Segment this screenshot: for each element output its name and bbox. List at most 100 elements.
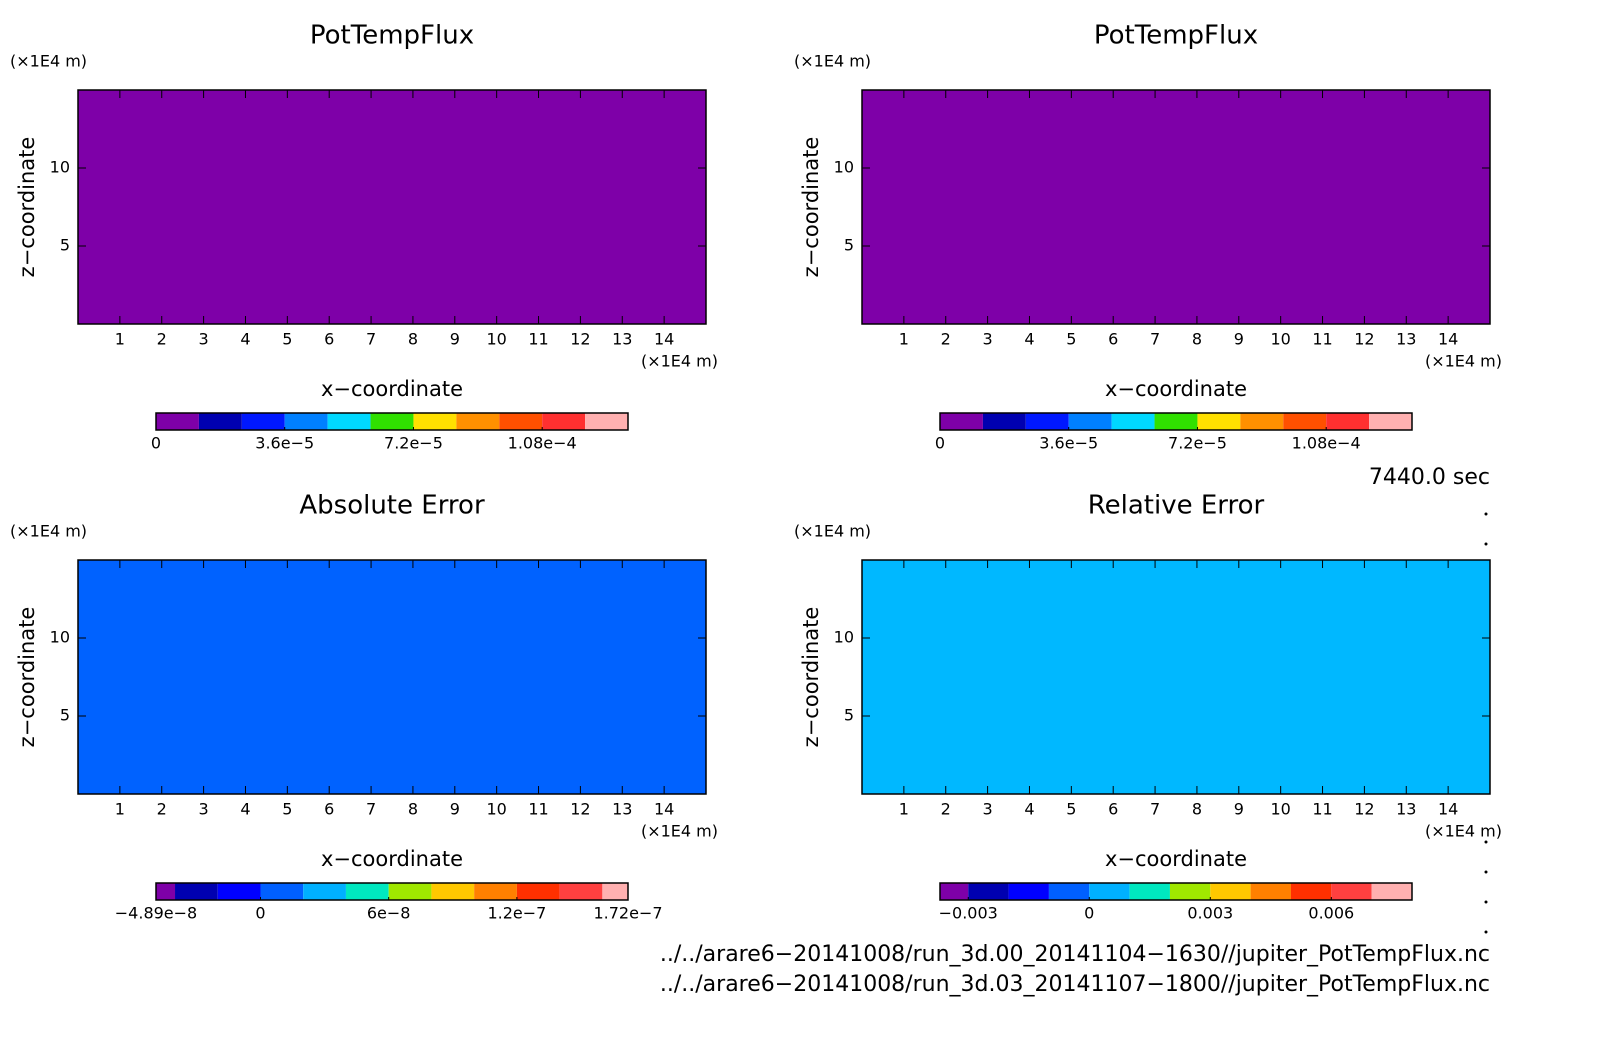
x-tick-label: 3	[983, 330, 993, 349]
colorbar-frame	[939, 412, 1413, 431]
colorbar-swatch	[370, 413, 414, 430]
x-tick-label: 12	[570, 330, 590, 349]
y-tick-label: 10	[50, 158, 70, 177]
colorbar-swatch	[241, 413, 285, 430]
y-unit: (×1E4 m)	[794, 52, 871, 71]
colorbar-swatch	[1008, 883, 1049, 900]
colorbar-tick-label: 1.2e−7	[487, 904, 546, 923]
y-tick-label: 10	[834, 158, 854, 177]
x-axis-label: x−coordinate	[1105, 377, 1247, 401]
x-tick-label: 9	[450, 800, 460, 819]
x-tick-label: 14	[1438, 800, 1458, 819]
x-tick-label: 4	[240, 330, 250, 349]
colorbar-frame	[155, 412, 629, 431]
x-tick-label: 9	[1234, 800, 1244, 819]
y-unit: (×1E4 m)	[794, 522, 871, 541]
x-tick-label: 8	[1192, 800, 1202, 819]
colorbar-swatch	[499, 413, 543, 430]
field	[78, 90, 706, 324]
colorbar-swatch	[1048, 883, 1090, 900]
x-tick-label: 2	[941, 330, 951, 349]
panel-title: PotTempFlux	[310, 21, 474, 51]
x-tick-label: 3	[983, 800, 993, 819]
x-tick-label: 2	[941, 800, 951, 819]
colorbar-swatch	[198, 413, 242, 430]
x-tick-label: 1	[899, 800, 909, 819]
y-axis-label: z−coordinate	[799, 137, 823, 278]
plot-frame	[861, 559, 1491, 795]
x-tick-label: 1	[115, 330, 125, 349]
y-tick-label: 10	[50, 628, 70, 647]
dots	[1484, 512, 1488, 934]
colorbar-swatch	[1283, 413, 1327, 430]
x-tick-label: 14	[654, 330, 674, 349]
panel: PotTempFlux(×1E4 m)1 2 3 4 5 6 7 8 9 10 11 12 13 1451…	[10, 21, 718, 453]
x-tick-label: 6	[1108, 800, 1118, 819]
colorbar-swatch	[1326, 413, 1370, 430]
x-tick-label: 10	[486, 330, 506, 349]
plot-frame	[77, 559, 707, 795]
colorbar-swatch	[968, 883, 1009, 900]
x-tick-label: 1	[899, 330, 909, 349]
colorbar-swatch	[431, 883, 475, 900]
x-tick-label: 10	[486, 800, 506, 819]
file-path: ../../arare6−20141008/run_3d.03_20141107…	[660, 972, 1490, 997]
x-tick-label: 5	[1066, 330, 1076, 349]
time-label: 7440.0 sec	[1369, 465, 1490, 490]
x-tick-label: 8	[408, 800, 418, 819]
x-unit: (×1E4 m)	[641, 822, 718, 841]
x-axis-label: x−coordinate	[1105, 847, 1247, 871]
colorbar-swatch	[940, 883, 969, 900]
colorbar-swatch	[1369, 413, 1412, 430]
field	[862, 560, 1490, 794]
colorbar-tick-label: 7.2e−5	[1168, 434, 1227, 453]
colorbar-swatch	[1250, 883, 1291, 900]
colorbar-swatch	[1331, 883, 1372, 900]
x-tick-label: 14	[654, 800, 674, 819]
x-tick-label: 7	[366, 330, 376, 349]
x-tick-label: 7	[1150, 330, 1160, 349]
colorbar-tick-label: 1.72e−7	[593, 904, 662, 923]
y-tick-label: 10	[834, 628, 854, 647]
colorbar-swatch	[474, 883, 517, 900]
colorbar-tick-label: 0	[255, 904, 265, 923]
x-axis-label: x−coordinate	[321, 847, 463, 871]
colorbar-swatch	[516, 883, 560, 900]
colorbar-swatch	[413, 413, 457, 430]
x-tick-label: 4	[1024, 800, 1034, 819]
x-tick-label: 3	[199, 330, 209, 349]
x-tick-label: 7	[1150, 800, 1160, 819]
colorbar-swatch	[175, 883, 218, 900]
colorbar-swatch	[1025, 413, 1069, 430]
colorbar-swatch	[585, 413, 628, 430]
colorbar-tick-label: −4.89e−8	[115, 904, 197, 923]
colorbar-swatch	[156, 883, 176, 900]
x-tick-label: 9	[1234, 330, 1244, 349]
colorbar-tick-label: 7.2e−5	[384, 434, 443, 453]
x-tick-label: 6	[324, 330, 334, 349]
colorbar-swatch	[303, 883, 346, 900]
colorbar-swatch	[345, 883, 389, 900]
x-tick-label: 13	[1396, 330, 1416, 349]
x-unit: (×1E4 m)	[1425, 822, 1502, 841]
file-path: ../../arare6−20141008/run_3d.00_20141104…	[660, 942, 1490, 967]
colorbar-swatch	[1129, 883, 1170, 900]
panel: Absolute Error(×1E4 m)1 2 3 4 5 6 7 8 9 10 11 12 13 1…	[10, 491, 718, 923]
x-tick-label: 5	[1066, 800, 1076, 819]
colorbar-tick-label: 0	[935, 434, 945, 453]
x-tick-label: 4	[240, 800, 250, 819]
x-tick-label: 3	[199, 800, 209, 819]
y-tick-label: 5	[844, 236, 854, 255]
x-tick-label: 2	[157, 330, 167, 349]
colorbar-tick-label: 6e−8	[367, 904, 411, 923]
colorbar-frame	[939, 882, 1413, 901]
colorbar-swatch	[1068, 413, 1112, 430]
colorbar-swatch	[1169, 883, 1211, 900]
colorbar-tick-label: 0.006	[1308, 904, 1354, 923]
colorbar-swatch	[156, 413, 199, 430]
x-tick-label: 7	[366, 800, 376, 819]
colorbar-swatch	[1371, 883, 1412, 900]
colorbar-swatch	[1111, 413, 1155, 430]
panel: PotTempFlux(×1E4 m)1 2 3 4 5 6 7 8 9 10 11 12 13 1451…	[794, 21, 1502, 453]
x-tick-label: 13	[1396, 800, 1416, 819]
